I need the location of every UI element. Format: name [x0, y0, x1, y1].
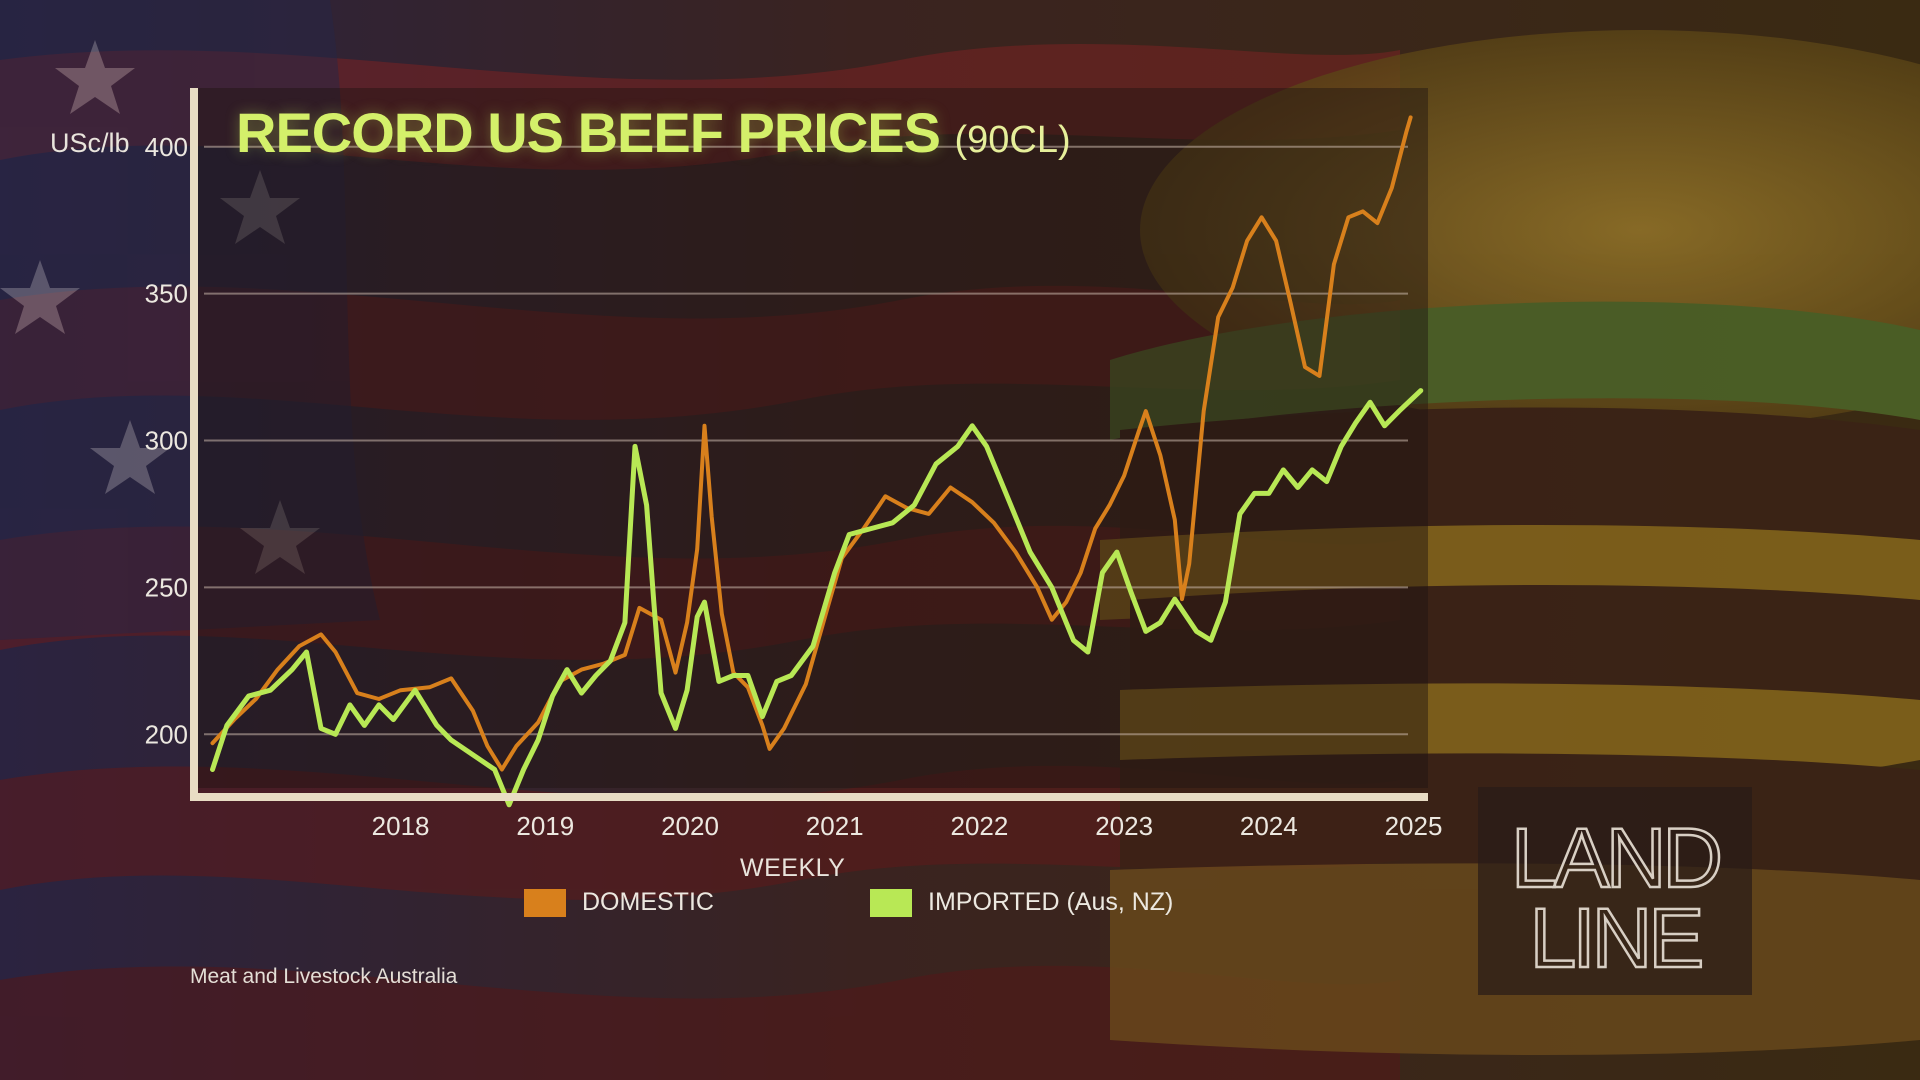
- x-tick-label: 2020: [661, 811, 719, 841]
- axes-frame: [190, 88, 1428, 801]
- legend-label-domestic: DOMESTIC: [582, 888, 714, 916]
- y-tick-label: 350: [145, 279, 188, 309]
- y-tick-label: 300: [145, 426, 188, 456]
- x-tick-label: 2024: [1240, 811, 1298, 841]
- x-tick-label: 2022: [950, 811, 1008, 841]
- gridlines: [204, 145, 1408, 736]
- landline-logo: LAND LINE: [1478, 787, 1752, 995]
- y-tick-label: 250: [145, 572, 188, 602]
- y-tick-label: 200: [145, 719, 188, 749]
- star-icon: [0, 40, 320, 574]
- series-line-domestic: [210, 115, 1413, 772]
- chart-title-main: RECORD US BEEF PRICES: [236, 101, 941, 164]
- legend-label-imported: IMPORTED (Aus, NZ): [928, 888, 1174, 916]
- legend-swatch-domestic: [524, 888, 566, 917]
- logo-text-line1: LAND: [1511, 811, 1719, 905]
- y-axis-label: USc/lb: [50, 128, 130, 158]
- legend-item-imported: IMPORTED (Aus, NZ): [870, 888, 1173, 917]
- series-lines: [210, 115, 1424, 808]
- x-axis-label: WEEKLY: [740, 854, 846, 882]
- logo-text-line2: LINE: [1530, 891, 1702, 985]
- series-line-imported: [210, 388, 1424, 808]
- x-tick-label: 2025: [1385, 811, 1443, 841]
- chart-title-sub: (90CL): [954, 119, 1071, 161]
- source-credit: Meat and Livestock Australia: [190, 965, 458, 988]
- y-axis-ticks: 200 250 300 350 400: [145, 132, 188, 750]
- x-tick-label: 2018: [372, 811, 430, 841]
- legend-swatch-imported: [870, 888, 912, 917]
- x-tick-label: 2023: [1095, 811, 1153, 841]
- x-axis-ticks: 2018 2019 2020 2021 2022 2023 2024 2025: [372, 811, 1443, 841]
- legend-item-domestic: DOMESTIC: [524, 888, 714, 917]
- y-tick-label: 400: [145, 132, 188, 162]
- x-tick-label: 2019: [516, 811, 574, 841]
- y-axis-line: [190, 88, 198, 801]
- chart-title: RECORD US BEEF PRICES (90CL): [236, 100, 1071, 165]
- x-tick-label: 2021: [806, 811, 864, 841]
- x-axis-line: [190, 793, 1428, 801]
- logo-mark: LAND LINE: [1510, 810, 1725, 987]
